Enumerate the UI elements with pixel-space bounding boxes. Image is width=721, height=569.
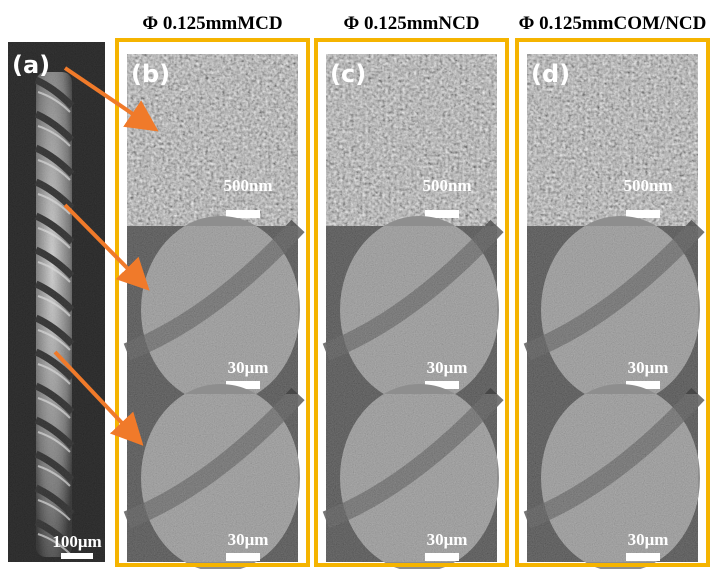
scale-bar-label: 500nm (623, 176, 672, 195)
sem-texture (127, 226, 298, 394)
scale-bar (626, 210, 660, 218)
sem-texture (326, 394, 497, 562)
sem-texture (527, 394, 698, 562)
sem-texture (527, 226, 698, 394)
scale-bar (425, 210, 459, 218)
scale-bar (226, 553, 260, 561)
scale-bar-label: 500nm (422, 176, 471, 195)
scale-bar-label: 100μm (52, 532, 101, 551)
scale-bar-label: 30μm (628, 358, 669, 377)
scale-bar-label: 500nm (223, 176, 272, 195)
column-title: Φ 0.125mmMCD (142, 13, 282, 34)
figure: (a) 100μm Φ 0.125mmMCD 500nm 30μm 30μm (b) Φ 0.… (0, 0, 721, 569)
scale-bar (61, 553, 93, 559)
panel-label: (b) (131, 60, 170, 88)
sem-texture (326, 226, 497, 394)
scale-bar-label: 30μm (228, 530, 269, 549)
scale-bar-label: 30μm (228, 358, 269, 377)
scale-bar-label: 30μm (427, 358, 468, 377)
panel-label: (a) (12, 51, 50, 79)
panel-label: (d) (531, 60, 570, 88)
drill-grain (8, 42, 105, 562)
scale-bar (226, 210, 260, 218)
column-title: Φ 0.125mmNCD (343, 13, 479, 34)
scale-bar (425, 553, 459, 561)
scale-bar-label: 30μm (628, 530, 669, 549)
scale-bar-label: 30μm (427, 530, 468, 549)
column-title: Φ 0.125mmCOM/NCD (519, 13, 707, 34)
sem-texture (127, 394, 298, 562)
scale-bar (626, 553, 660, 561)
panel-label: (c) (330, 60, 366, 88)
panels: (a) 100μm Φ 0.125mmMCD 500nm 30μm 30μm (b) Φ 0.… (8, 13, 708, 569)
